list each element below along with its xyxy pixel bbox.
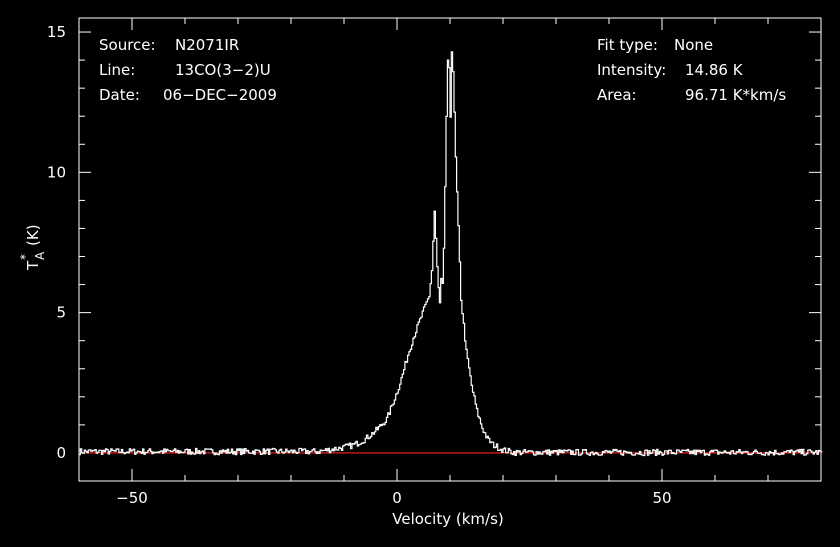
y-axis-label-sub: A (33, 251, 47, 260)
y-axis-label-sup: * (18, 254, 32, 260)
y-axis-label-unit: (K) (24, 224, 42, 246)
y-tick-label: 10 (47, 163, 66, 181)
y-tick-label: 15 (47, 23, 66, 41)
info-intensity-value: 14.86 K (685, 61, 744, 79)
info-source-value: N2071IR (175, 36, 239, 54)
y-tick-label: 0 (56, 444, 66, 462)
info-line-value: 13CO(3−2)U (175, 61, 271, 79)
info-source-label: Source: (99, 36, 156, 54)
info-date-label: Date: (99, 86, 140, 104)
info-area-label: Area: (597, 86, 637, 104)
info-fit-type-value: None (674, 36, 713, 54)
x-tick-label: −50 (116, 489, 148, 507)
info-intensity-label: Intensity: (597, 61, 666, 79)
spectrum-series-line (79, 51, 823, 457)
axis-tick-labels: −50 0 50 0 5 10 15 (47, 23, 672, 507)
y-axis-label-main: T (24, 260, 42, 271)
info-line-label: Line: (99, 61, 135, 79)
x-tick-label: 0 (392, 489, 402, 507)
y-tick-label: 5 (56, 304, 66, 322)
y-axis-label: T * A (K) (18, 224, 47, 271)
axis-ticks (78, 18, 822, 482)
x-tick-label: 50 (652, 489, 671, 507)
info-fit-type-label: Fit type: (597, 36, 658, 54)
x-axis-label: Velocity (km/s) (392, 510, 503, 528)
info-date-value: 06−DEC−2009 (163, 86, 277, 104)
info-area-value: 96.71 K*km/s (685, 86, 786, 104)
